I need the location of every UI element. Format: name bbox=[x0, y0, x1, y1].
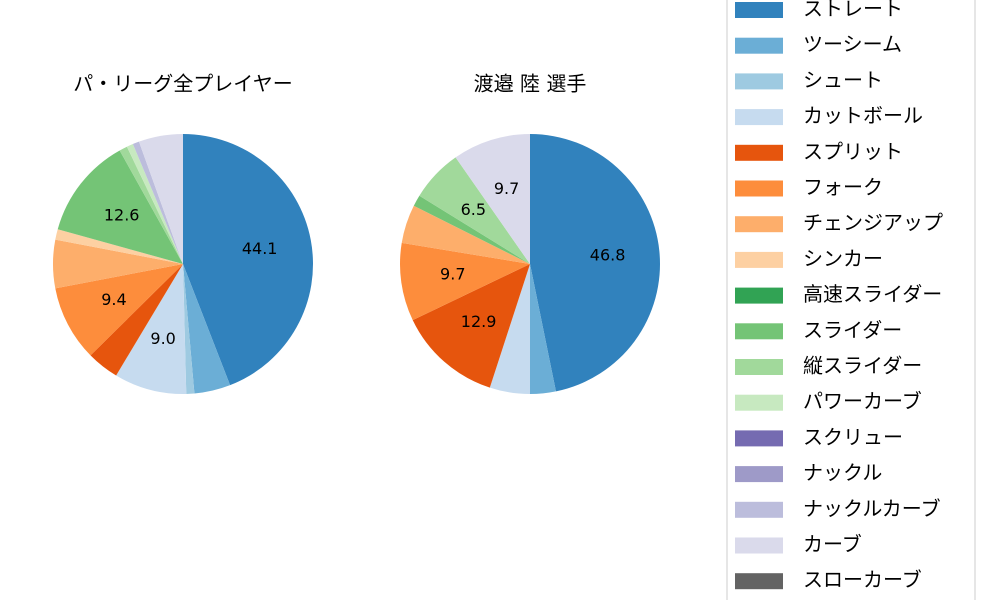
value-label: 9.4 bbox=[101, 290, 126, 309]
legend-label: ツーシーム bbox=[803, 32, 902, 56]
value-label: 46.8 bbox=[590, 246, 626, 265]
legend-label: ナックル bbox=[803, 461, 882, 485]
value-label: 9.0 bbox=[150, 329, 175, 348]
pie-slice bbox=[119, 146, 183, 264]
legend-label: カーブ bbox=[803, 532, 862, 556]
pie-slice bbox=[183, 264, 231, 394]
chart-title: パ・リーグ全プレイヤー bbox=[73, 72, 292, 96]
pie-slice bbox=[126, 144, 183, 264]
legend-swatch bbox=[735, 430, 783, 447]
pie-slice bbox=[132, 141, 183, 264]
legend-label: スローカーブ bbox=[803, 568, 922, 592]
pie-slice bbox=[53, 239, 183, 289]
legend-swatch bbox=[735, 251, 783, 268]
chart-title: 渡邉 陸 選手 bbox=[474, 72, 587, 96]
value-label: 9.7 bbox=[440, 264, 465, 283]
legend-swatch bbox=[735, 287, 783, 304]
legend-label: シュート bbox=[803, 68, 883, 92]
value-label: 12.9 bbox=[461, 312, 497, 331]
legend-swatch bbox=[735, 144, 783, 161]
legend-swatch bbox=[735, 537, 783, 554]
pie-slice bbox=[401, 205, 530, 264]
legend-swatch bbox=[735, 323, 783, 340]
legend-swatch bbox=[735, 359, 783, 375]
legend-label: シンカー bbox=[803, 246, 883, 270]
legend-label: 高速スライダー bbox=[803, 282, 942, 306]
pie-slice bbox=[489, 264, 530, 394]
pie-slice bbox=[419, 157, 530, 264]
pie-slice bbox=[413, 195, 530, 264]
pie-slice bbox=[530, 134, 661, 392]
legend-swatch bbox=[735, 109, 783, 126]
legend-swatch bbox=[735, 73, 783, 90]
pie-slice bbox=[138, 134, 183, 264]
pie-slice bbox=[455, 134, 530, 264]
pie-slice bbox=[530, 264, 556, 394]
pie-slice bbox=[55, 264, 183, 356]
legend-label: スクリュー bbox=[803, 425, 903, 449]
legend-swatch bbox=[735, 466, 783, 483]
legend-label: カットボール bbox=[803, 104, 923, 128]
legend-swatch bbox=[735, 394, 783, 411]
pie-slice bbox=[57, 150, 183, 264]
legend-label: 縦スライダー bbox=[803, 354, 922, 378]
legend-label: チェンジアップ bbox=[803, 211, 943, 235]
value-label: 12.6 bbox=[104, 205, 140, 224]
legend-label: パワーカーブ bbox=[803, 389, 922, 413]
legend-label: ストレート bbox=[803, 0, 903, 21]
legend-swatch bbox=[735, 573, 783, 590]
legend-label: スライダー bbox=[803, 318, 902, 342]
legend-label: フォーク bbox=[803, 175, 883, 199]
value-label: 44.1 bbox=[242, 239, 278, 258]
legend-swatch bbox=[735, 2, 783, 18]
pie-slice bbox=[116, 264, 187, 394]
legend-swatch bbox=[735, 180, 783, 197]
pie-slice bbox=[399, 242, 530, 321]
value-label: 9.7 bbox=[494, 179, 519, 198]
pie-slice bbox=[55, 229, 183, 264]
legend-box bbox=[726, 0, 976, 604]
legend-swatch bbox=[735, 37, 783, 54]
legend-swatch bbox=[735, 501, 783, 518]
legend-label: ナックルカーブ bbox=[803, 496, 941, 520]
legend-swatch bbox=[735, 216, 783, 233]
value-label: 6.5 bbox=[461, 200, 486, 219]
legend-label: スプリット bbox=[803, 139, 903, 163]
pie-slice bbox=[90, 264, 183, 376]
pie-slice bbox=[183, 264, 195, 394]
pie-slice bbox=[412, 264, 530, 388]
pie-slice bbox=[183, 134, 313, 386]
